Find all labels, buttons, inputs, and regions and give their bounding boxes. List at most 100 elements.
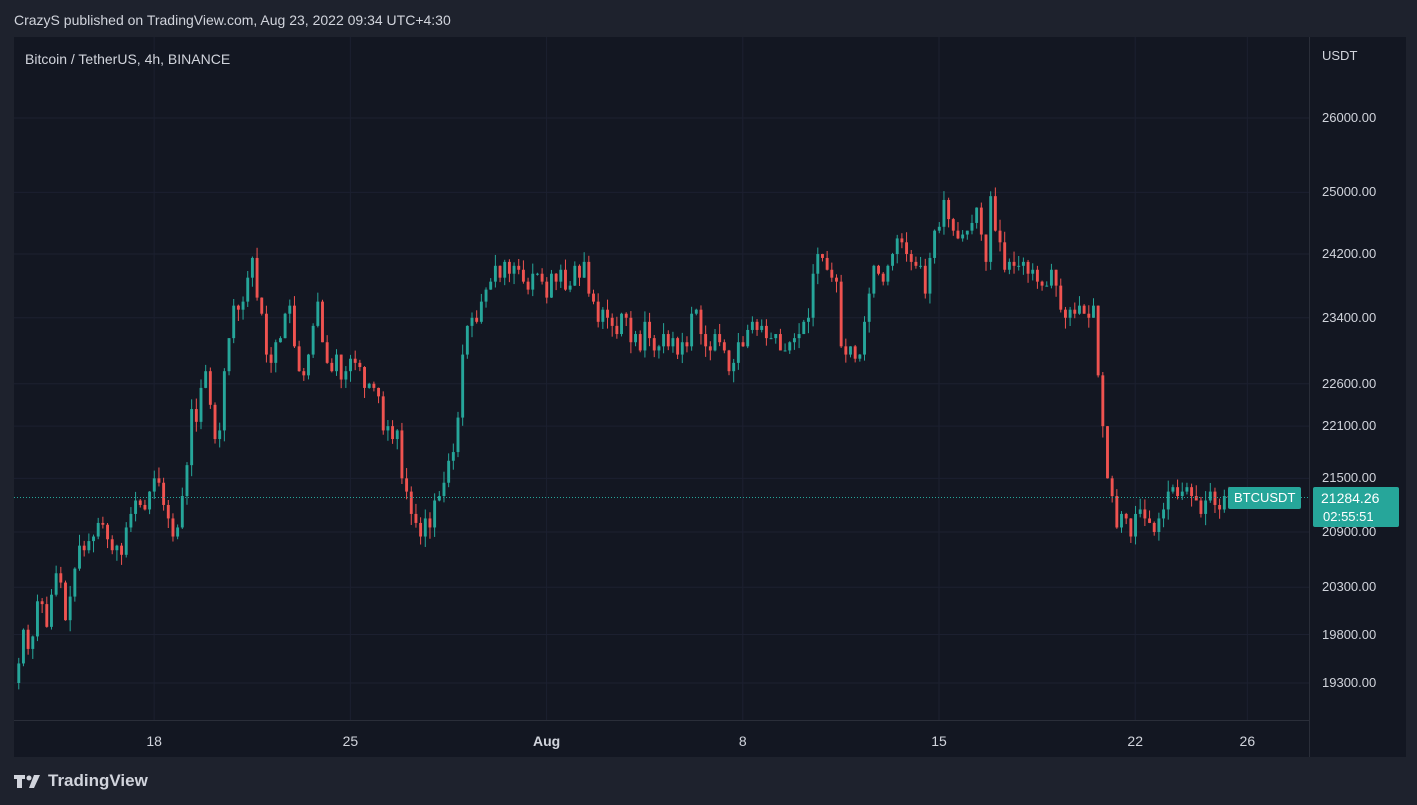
candle-48 — [241, 296, 245, 320]
candle-body — [797, 334, 801, 339]
candle-body — [54, 573, 58, 595]
candle-body — [783, 350, 787, 352]
candle-body — [750, 321, 754, 330]
candle-109 — [526, 277, 530, 295]
candle-167 — [797, 323, 801, 349]
candle-18 — [101, 516, 105, 529]
candle-body — [59, 573, 63, 583]
candle-body — [708, 346, 712, 351]
candle-247 — [1171, 484, 1175, 494]
candle-body — [134, 500, 138, 514]
candle-239 — [1134, 505, 1137, 545]
candle-89 — [433, 493, 437, 537]
candle-body — [830, 269, 834, 278]
candle-196 — [933, 229, 937, 264]
candle-5 — [40, 598, 44, 614]
candle-103 — [498, 265, 502, 283]
candle-body — [213, 404, 217, 440]
candle-body — [419, 522, 423, 537]
candle-37 — [190, 399, 194, 477]
candle-body — [1068, 309, 1072, 318]
candle-body — [895, 238, 899, 255]
candle-80 — [391, 420, 395, 444]
candle-29 — [152, 470, 156, 499]
candle-0 — [17, 657, 21, 690]
candle-body — [302, 371, 306, 376]
candle-160 — [764, 319, 768, 346]
price-tick-label: 22100.00 — [1322, 418, 1377, 434]
candle-126 — [606, 299, 609, 329]
candle-154 — [736, 332, 740, 370]
candle-28 — [148, 491, 152, 515]
candle-252 — [1194, 485, 1198, 501]
candle-body — [872, 265, 876, 294]
candle-25 — [134, 491, 138, 522]
candle-body — [250, 257, 254, 278]
time-axis[interactable] — [14, 720, 1309, 758]
candle-173 — [825, 250, 829, 271]
candle-192 — [914, 256, 918, 269]
candle-body — [50, 594, 53, 627]
candle-body — [1162, 509, 1166, 519]
candle-15 — [87, 533, 91, 554]
candle-body — [933, 230, 937, 258]
brand-name: TradingView — [48, 771, 148, 790]
candle-body — [835, 277, 838, 282]
price-axis-currency: USDT — [1322, 48, 1358, 63]
candle-body — [573, 265, 577, 286]
tradingview-brand[interactable]: TradingView — [14, 771, 148, 791]
candle-58 — [288, 299, 292, 324]
candle-body — [1087, 313, 1091, 318]
candle-175 — [835, 274, 838, 293]
candle-92 — [447, 453, 451, 488]
candle-body — [96, 522, 100, 537]
candle-body — [549, 273, 553, 298]
candle-122 — [587, 255, 591, 297]
candle-body — [778, 334, 782, 351]
candle-136 — [652, 334, 656, 358]
candle-body — [970, 222, 974, 231]
candle-229 — [1087, 305, 1091, 328]
candle-191 — [909, 249, 913, 271]
candle-body — [853, 346, 857, 359]
candle-body — [409, 491, 413, 514]
candle-204 — [970, 214, 974, 235]
candle-body — [989, 196, 993, 262]
candle-82 — [400, 422, 404, 485]
candle-body — [260, 297, 264, 314]
candle-body — [330, 362, 334, 372]
candle-235 — [1115, 489, 1119, 529]
candle-body — [657, 346, 661, 351]
chart-pane[interactable] — [14, 37, 1309, 757]
candle-body — [545, 281, 549, 298]
candle-body — [578, 265, 581, 278]
candle-body — [942, 199, 946, 227]
candlestick-chart[interactable] — [14, 37, 1309, 720]
candle-body — [498, 265, 502, 278]
candle-105 — [507, 259, 511, 283]
price-axis[interactable] — [1309, 37, 1406, 757]
candle-38 — [194, 398, 198, 432]
candle-86 — [419, 517, 423, 545]
candle-body — [975, 207, 979, 223]
price-tick-label: 19800.00 — [1322, 626, 1377, 642]
candle-body — [905, 242, 909, 255]
candle-179 — [853, 344, 857, 363]
candle-114 — [549, 269, 553, 298]
candle-body — [64, 582, 67, 621]
candle-body — [21, 629, 25, 664]
candle-138 — [662, 323, 666, 354]
candle-74 — [363, 366, 366, 398]
price-tick-label: 22600.00 — [1322, 375, 1377, 391]
candle-body — [73, 568, 77, 597]
chart-title[interactable]: Bitcoin / TetherUS, 4h, BINANCE — [25, 51, 231, 67]
candle-body — [278, 338, 282, 343]
candle-body — [110, 539, 114, 551]
candle-115 — [554, 273, 558, 291]
candle-181 — [863, 316, 866, 361]
candle-body — [956, 230, 960, 239]
candle-body — [1166, 491, 1170, 510]
candle-178 — [849, 346, 852, 358]
candle-188 — [895, 234, 899, 264]
candle-body — [909, 254, 913, 262]
